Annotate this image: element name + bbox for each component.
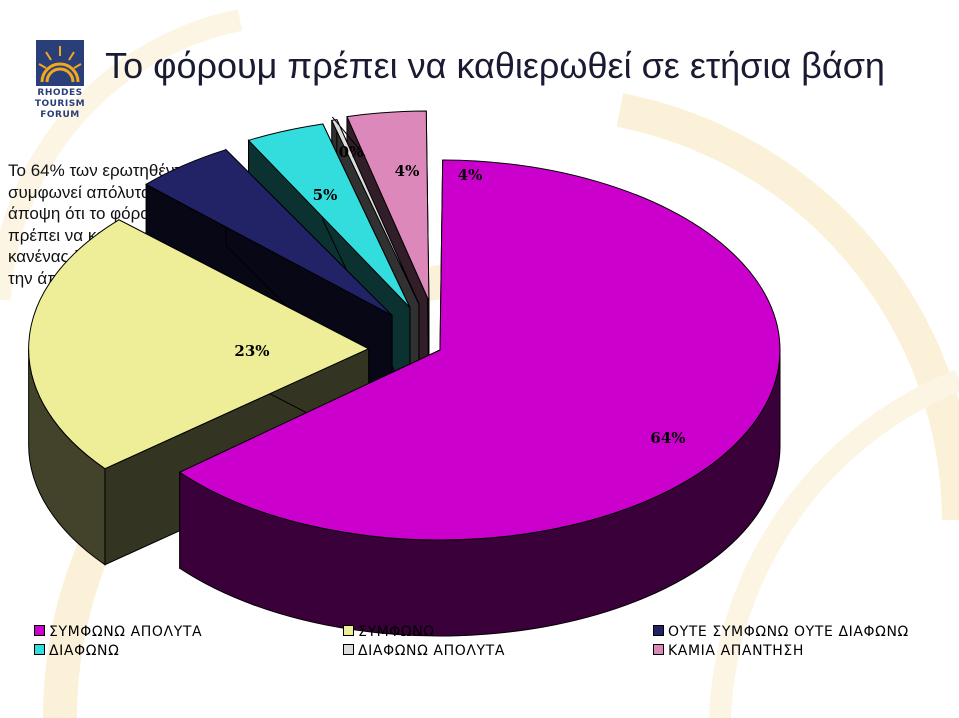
legend-swatch-2 bbox=[653, 625, 664, 636]
legend-item-5: ΚΑΜΙΑ ΑΠΑΝΤΗΣΗ bbox=[653, 643, 804, 659]
logo-line-1: RHODES bbox=[37, 88, 83, 98]
slice-2-top bbox=[145, 149, 393, 316]
legend-item-2: ΟΥΤΕ ΣΥΜΦΩΝΩ ΟΥΤΕ ΔΙΑΦΩΝΩ bbox=[653, 624, 909, 640]
slice-3-top bbox=[247, 123, 411, 308]
legend-label-5: ΚΑΜΙΑ ΑΠΑΝΤΗΣΗ bbox=[668, 643, 804, 659]
legend-item-0: ΣΥΜΦΩΝΩ ΑΠΟΛΥΤΑ bbox=[34, 624, 202, 640]
data-label-5: 4% bbox=[458, 166, 483, 184]
legend-swatch-1 bbox=[343, 625, 354, 636]
logo-line-3: FORUM bbox=[40, 110, 80, 120]
sun-arc-logo-icon bbox=[36, 40, 84, 86]
slice-1-top bbox=[28, 219, 370, 470]
legend-label-3: ΔΙΑΦΩΝΩ bbox=[49, 643, 120, 659]
legend-item-3: ΔΙΑΦΩΝΩ bbox=[34, 643, 119, 659]
page-title: Το φόρουμ πρέπει να καθιερωθεί σε ετήσια… bbox=[105, 45, 885, 86]
legend-swatch-4 bbox=[343, 644, 354, 655]
rhodes-tourism-forum-logo: RHODES TOURISM FORUM bbox=[28, 38, 92, 122]
logo-line-2: TOURISM bbox=[34, 99, 86, 109]
pie-slice-0 bbox=[178, 159, 781, 637]
legend-item-1: ΣΥΜΦΩΝΩ bbox=[343, 624, 435, 640]
legend-swatch-0 bbox=[34, 625, 45, 636]
zero-label-leader-line bbox=[331, 116, 366, 157]
legend-swatch-3 bbox=[34, 644, 45, 655]
legend-label-4: ΔΙΑΦΩΝΩ ΑΠΟΛΥΤΑ bbox=[358, 643, 506, 659]
legend-label-0: ΣΥΜΦΩΝΩ ΑΠΟΛΥΤΑ bbox=[49, 624, 203, 640]
data-label-1: 23% bbox=[234, 342, 269, 360]
chart-legend: ΣΥΜΦΩΝΩ ΑΠΟΛΥΤΑ ΣΥΜΦΩΝΩ ΟΥΤΕ ΣΥΜΦΩΝΩ ΟΥΤΕ … bbox=[0, 624, 959, 664]
slice-0-top bbox=[178, 159, 781, 541]
data-label-4: 0% bbox=[339, 143, 364, 161]
legend-swatch-5 bbox=[653, 644, 664, 655]
data-label-2: 5% bbox=[313, 186, 338, 204]
slice-5-top bbox=[346, 110, 430, 302]
data-label-3: 4% bbox=[395, 162, 420, 180]
legend-label-1: ΣΥΜΦΩΝΩ bbox=[358, 624, 435, 640]
data-label-0: 64% bbox=[650, 429, 685, 447]
legend-label-2: ΟΥΤΕ ΣΥΜΦΩΝΩ ΟΥΤΕ ΔΙΑΦΩΝΩ bbox=[668, 624, 909, 640]
legend-item-4: ΔΙΑΦΩΝΩ ΑΠΟΛΥΤΑ bbox=[343, 643, 505, 659]
